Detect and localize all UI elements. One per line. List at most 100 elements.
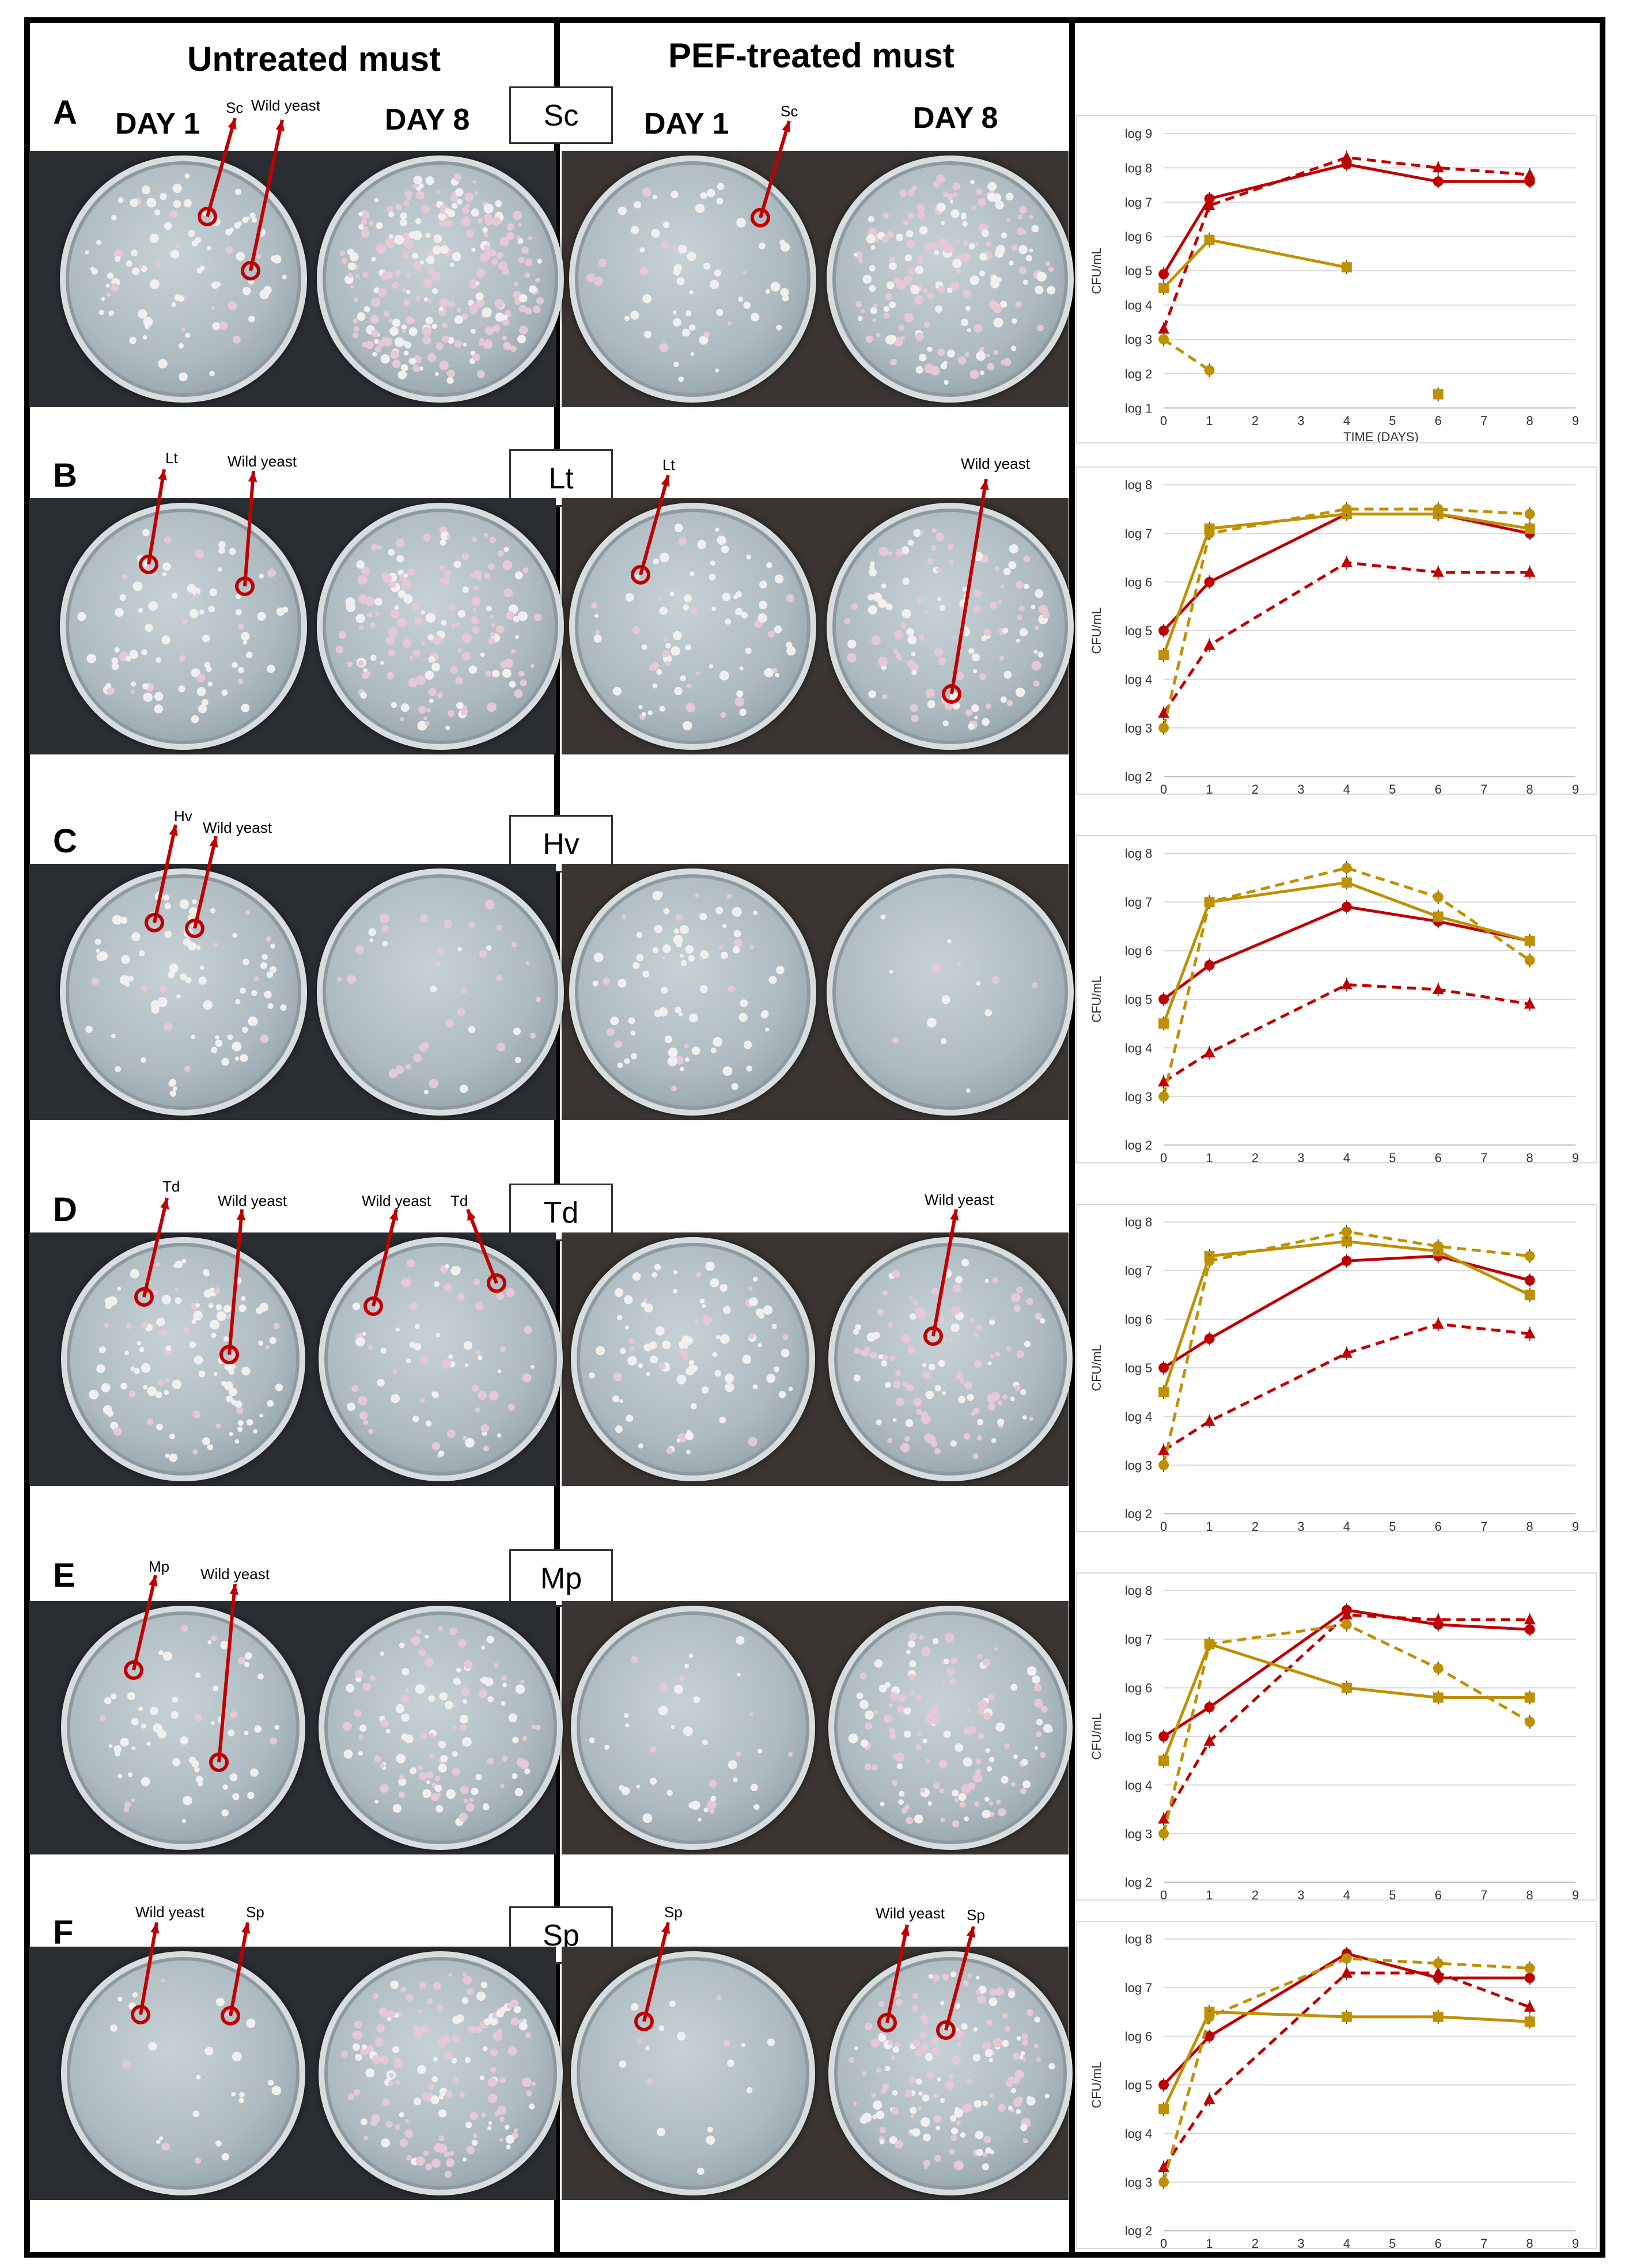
yeast-colony: [1043, 1724, 1052, 1733]
yeast-colony: [165, 1453, 170, 1458]
yeast-colony: [203, 1289, 213, 1298]
yeast-colony: [101, 297, 105, 301]
data-point: [1524, 168, 1536, 180]
yeast-colony: [462, 2157, 467, 2162]
yeast-colony: [724, 1374, 734, 1383]
yeast-colony: [888, 1732, 896, 1740]
yeast-colony: [513, 1027, 521, 1036]
yeast-colony: [1033, 680, 1040, 687]
yeast-colony: [416, 2065, 426, 2074]
yeast-colony: [482, 227, 488, 233]
yeast-colony: [275, 1383, 283, 1391]
yeast-colony: [692, 1696, 700, 1703]
yeast-colony: [491, 669, 500, 678]
yeast-colony: [759, 242, 766, 249]
yeast-colony: [403, 299, 411, 306]
yeast-colony: [480, 652, 485, 657]
yeast-colony: [371, 329, 379, 337]
yeast-colony: [924, 610, 929, 615]
yeast-colony: [882, 694, 888, 700]
yeast-colony: [889, 1355, 895, 1361]
yeast-colony: [1021, 2039, 1028, 2046]
yeast-colony: [445, 725, 450, 730]
yeast-colony: [994, 1351, 1001, 1357]
yeast-colony: [434, 371, 439, 376]
data-point: [1158, 1091, 1169, 1102]
yeast-colony: [917, 597, 923, 604]
yeast-colony: [915, 2078, 922, 2085]
yeast-colony: [661, 987, 668, 994]
yeast-colony: [892, 1753, 898, 1759]
yeast-colony: [431, 2159, 441, 2168]
yeast-colony: [934, 2155, 941, 2162]
yeast-colony: [746, 2087, 752, 2093]
yeast-colony: [494, 2111, 499, 2117]
yeast-colony: [915, 2050, 922, 2057]
yeast-colony: [458, 1812, 468, 1822]
yeast-colony: [472, 180, 476, 184]
yeast-colony: [433, 1982, 441, 1990]
day-label: DAY 1: [644, 107, 729, 141]
yeast-colony: [230, 1711, 238, 1719]
yeast-colony: [493, 324, 501, 332]
yeast-colony: [453, 1266, 461, 1273]
yeast-colony: [956, 1372, 963, 1380]
yeast-colony: [972, 2053, 980, 2062]
yeast-colony: [982, 1810, 991, 1819]
yeast-colony: [400, 1694, 410, 1704]
yeast-colony: [447, 336, 454, 344]
yeast-colony: [384, 310, 390, 317]
yeast-colony: [881, 583, 887, 589]
yeast-colony: [356, 560, 365, 569]
yeast-colony: [388, 1068, 398, 1078]
yeast-colony: [432, 288, 438, 294]
yeast-colony: [903, 1707, 911, 1715]
yeast-colony: [105, 283, 110, 288]
yeast-colony: [1011, 244, 1018, 251]
yeast-colony: [146, 1418, 154, 1425]
yeast-colony: [162, 572, 166, 577]
yeast-colony: [699, 985, 708, 993]
yeast-colony: [858, 316, 863, 321]
yeast-colony: [363, 2136, 368, 2141]
yeast-colony: [899, 189, 907, 197]
x-tick-label: 7: [1480, 414, 1487, 428]
data-point: [1433, 1241, 1444, 1251]
x-tick-label: 3: [1297, 2236, 1304, 2248]
yeast-colony: [154, 692, 163, 701]
yeast-colony: [690, 1403, 697, 1409]
yeast-colony: [932, 964, 942, 973]
petri-dish: [61, 1237, 305, 1481]
yeast-colony: [379, 1309, 384, 1314]
yeast-colony: [352, 1302, 360, 1311]
data-point: [1158, 1812, 1170, 1824]
x-tick-label: 2: [1252, 414, 1259, 428]
yeast-colony: [634, 574, 640, 580]
yeast-colony: [853, 1374, 861, 1382]
yeast-colony: [96, 1364, 105, 1374]
yeast-colony: [496, 924, 503, 931]
yeast-colony: [979, 270, 986, 276]
yeast-colony: [141, 185, 150, 195]
yeast-colony: [256, 228, 266, 237]
yeast-colony: [454, 315, 463, 324]
yeast-colony: [981, 635, 987, 642]
yeast-colony: [906, 1649, 911, 1655]
yeast-colony: [652, 195, 658, 200]
yeast-colony: [373, 1755, 381, 1763]
yeast-colony: [469, 572, 476, 579]
yeast-colony: [673, 264, 682, 272]
yeast-colony: [941, 1681, 946, 1685]
yeast-colony: [475, 298, 485, 308]
yeast-colony: [1006, 218, 1011, 222]
yeast-colony: [269, 966, 276, 973]
yeast-colony: [247, 1016, 257, 1026]
yeast-colony: [438, 2095, 444, 2100]
yeast-colony: [888, 2040, 893, 2045]
yeast-colony: [786, 646, 796, 656]
yeast-colony: [231, 2092, 236, 2097]
yeast-colony: [215, 1304, 222, 1311]
yeast-colony: [446, 377, 454, 384]
yeast-colony: [109, 2024, 118, 2032]
yeast-colony: [183, 1328, 190, 1334]
